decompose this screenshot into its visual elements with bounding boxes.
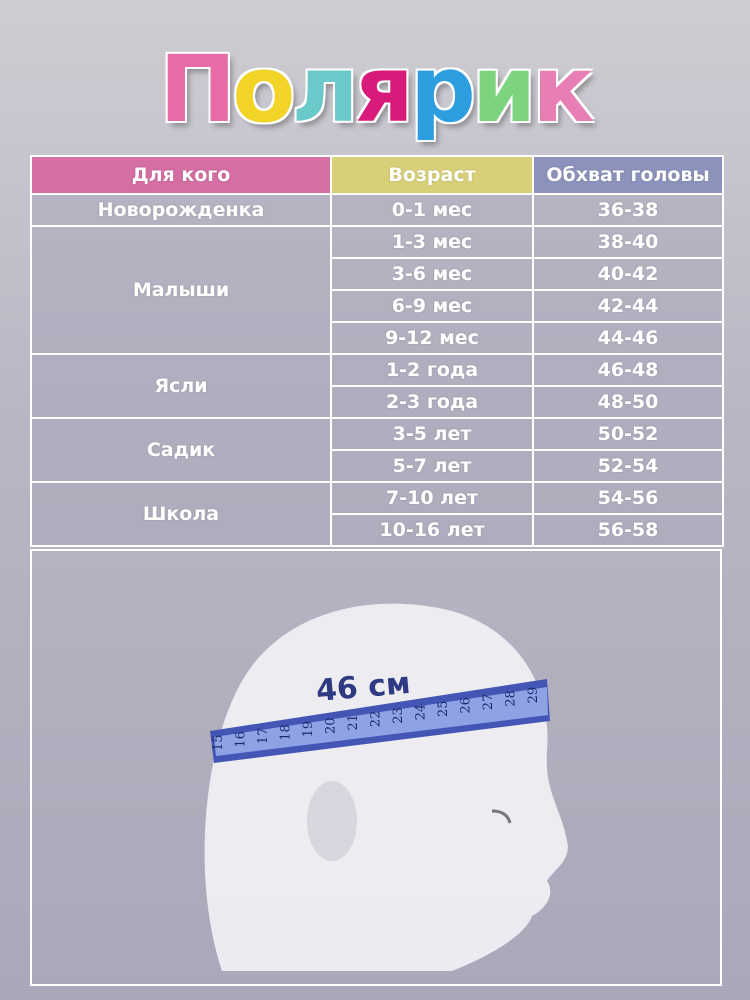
age-cell: 2-3 года [330, 385, 534, 419]
size-table: Для кого Возраст Обхват головы Новорожде… [30, 155, 724, 547]
tape-number: 23 [391, 707, 406, 724]
logo-letter: л [291, 36, 358, 143]
head-cell: 54-56 [532, 481, 724, 515]
age-cell: 1-2 года [330, 353, 534, 387]
age-cell: 9-12 мес [330, 321, 534, 355]
group-label: Ясли [30, 353, 332, 419]
head-cell: 42-44 [532, 289, 724, 323]
table-row: 3-6 мес 40-42 [31, 257, 724, 291]
tape-number: 28 [504, 690, 519, 707]
group-label: Садик [30, 417, 332, 483]
header-age: Возраст [330, 155, 534, 195]
tape-number: 20 [324, 717, 339, 734]
head-cell: 56-58 [532, 513, 724, 547]
logo-letter: я [354, 36, 414, 143]
tape-number: 25 [436, 700, 451, 717]
table-row: Малыши 1-3 мес 38-40 [30, 225, 724, 355]
age-cell: 3-5 лет [330, 417, 534, 451]
tape-number: 29 [526, 687, 541, 704]
logo-letter: к [532, 36, 594, 143]
table-row: Новорожденка 0-1 мес 36-38 [30, 193, 724, 227]
age-cell: 0-1 мес [330, 193, 534, 227]
logo-letter: о [232, 36, 295, 143]
age-cell: 3-6 мес [330, 257, 534, 291]
table-row: 10-16 лет 56-58 [31, 513, 724, 547]
group-label: Малыши [30, 225, 332, 355]
header-who: Для кого [30, 155, 332, 195]
logo-letter: П [159, 36, 236, 143]
table-row: 5-7 лет 52-54 [31, 449, 724, 483]
head-cell: 40-42 [532, 257, 724, 291]
head-cell: 52-54 [532, 449, 724, 483]
tape-number: 21 [346, 714, 361, 731]
measurement-label: 46 см [315, 666, 412, 709]
age-cell: 7-10 лет [330, 481, 534, 515]
head-cell: 36-38 [532, 193, 724, 227]
tape-number: 16 [234, 731, 249, 748]
table-row: 6-9 мес 42-44 [31, 289, 724, 323]
table-row: Ясли 1-2 года 46-48 [30, 353, 724, 419]
tape-number: 18 [279, 724, 294, 741]
head-cell: 50-52 [532, 417, 724, 451]
baby-head-illustration: 15 16 17 18 19 20 21 22 23 24 25 26 27 28 29 46 см [30, 549, 722, 986]
table-row: Садик 3-5 лет 50-52 [30, 417, 724, 483]
group-label: Новорожденка [30, 193, 332, 227]
head-cell: 44-46 [532, 321, 724, 355]
age-cell: 10-16 лет [330, 513, 534, 547]
tape-number: 26 [459, 697, 474, 714]
head-cell: 48-50 [532, 385, 724, 419]
age-cell: 1-3 мес [330, 225, 534, 259]
group-label: Школа [30, 481, 332, 547]
tape-number: 27 [481, 694, 496, 711]
tape-number: 15 [211, 734, 226, 751]
table-row: Школа 7-10 лет 54-56 [30, 481, 724, 547]
header-head-circumference: Обхват головы [532, 155, 724, 195]
table-row: 2-3 года 48-50 [31, 385, 724, 419]
tape-number: 24 [414, 704, 429, 721]
baby-head-silhouette [204, 603, 568, 971]
age-cell: 6-9 мес [330, 289, 534, 323]
logo-letter: р [409, 36, 476, 143]
head-cell: 38-40 [532, 225, 724, 259]
tape-number: 22 [369, 711, 384, 728]
table-row: 9-12 мес 44-46 [31, 321, 724, 355]
logo-letter: и [471, 36, 537, 143]
head-cell: 46-48 [532, 353, 724, 387]
tape-number: 19 [301, 721, 316, 738]
age-cell: 5-7 лет [330, 449, 534, 483]
tape-number: 17 [256, 728, 271, 745]
